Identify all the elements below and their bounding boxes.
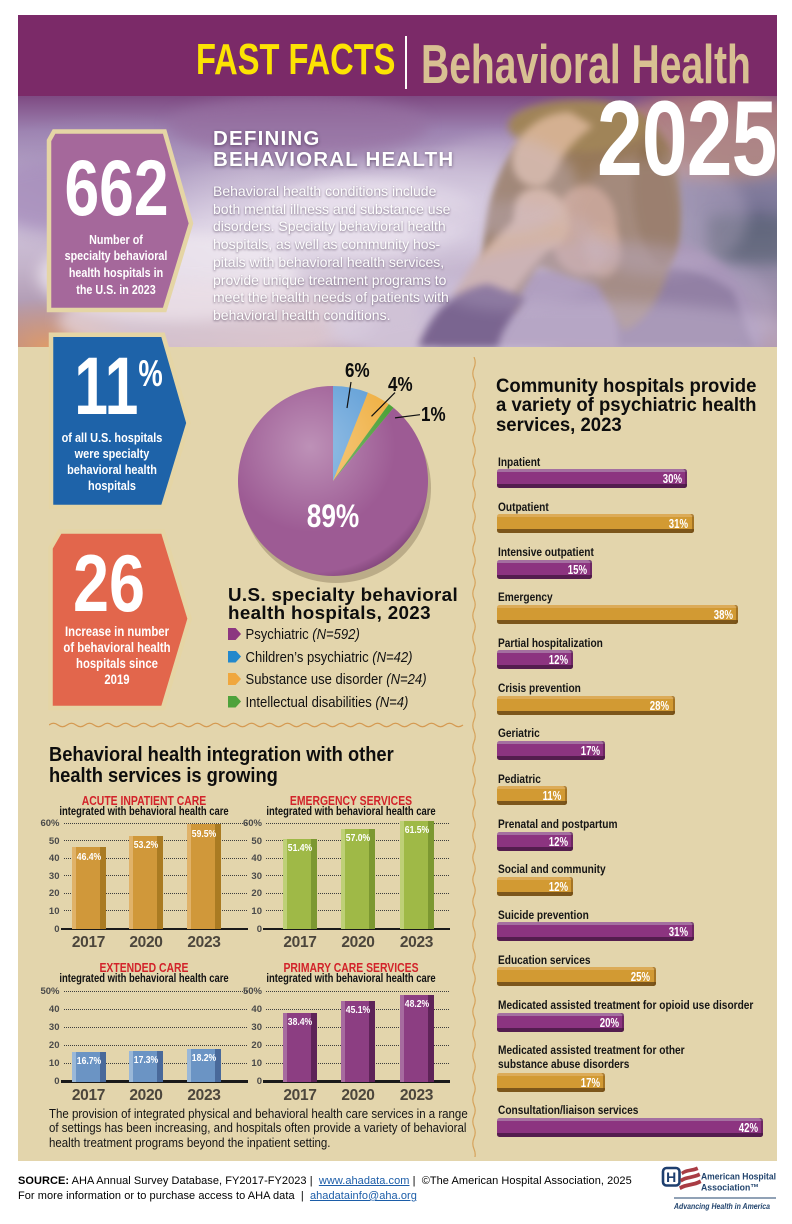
svg-text:Association™: Association™ <box>701 1183 759 1194</box>
svg-text:American Hospital: American Hospital <box>701 1172 776 1183</box>
svg-text:H: H <box>666 1169 676 1185</box>
svg-text:Advancing Health in America: Advancing Health in America <box>673 1201 770 1211</box>
